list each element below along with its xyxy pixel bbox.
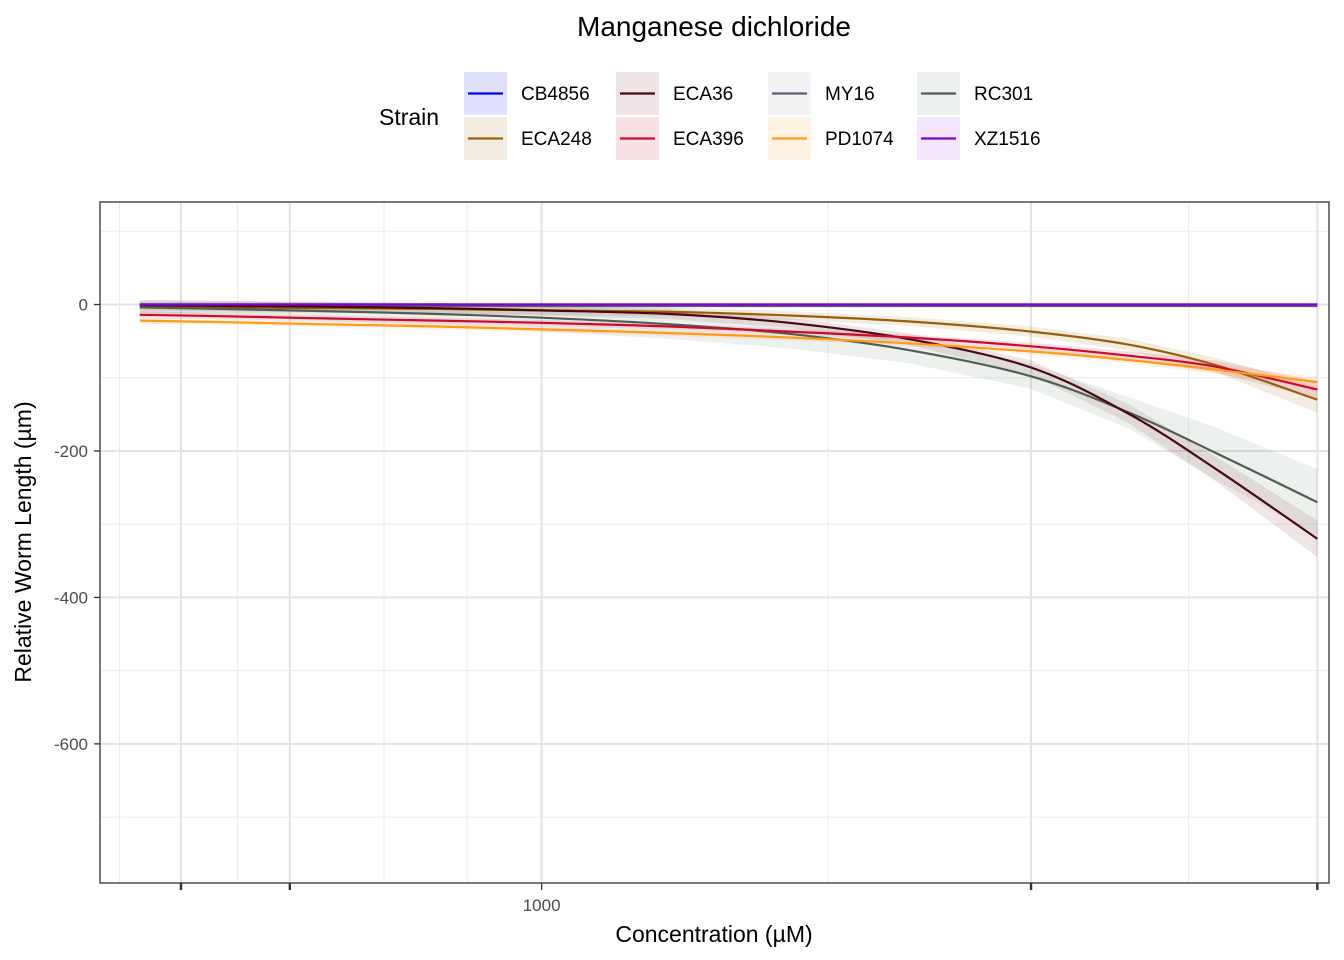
legend-item-pd1074: PD1074 <box>768 117 894 160</box>
legend-label: MY16 <box>825 84 875 105</box>
legend-label: RC301 <box>974 84 1033 105</box>
y-axis-title: Relative Worm Length (µm) <box>10 401 36 682</box>
legend-item-eca36: ECA36 <box>616 72 733 115</box>
x-axis: 1000 <box>179 883 1319 915</box>
legend-label: PD1074 <box>825 129 894 150</box>
series-line-eca36 <box>139 304 1318 540</box>
legend-item-eca396: ECA396 <box>616 117 744 160</box>
legend: Strain CB4856 ECA248 ECA36 ECA396 MY16 PD1074… <box>379 72 1041 160</box>
y-tick-label: -200 <box>54 442 88 461</box>
y-tick-label: -400 <box>54 588 88 607</box>
x-tick-label: 1000 <box>523 896 561 915</box>
legend-label: XZ1516 <box>974 129 1041 150</box>
y-tick-label: 0 <box>79 296 88 315</box>
legend-item-my16: MY16 <box>768 72 875 115</box>
series-lines <box>139 303 1318 540</box>
y-tick-label: -600 <box>54 735 88 754</box>
legend-label: CB4856 <box>521 84 590 105</box>
plot-border <box>99 201 1330 884</box>
legend-label: ECA36 <box>673 84 733 105</box>
legend-item-rc301: RC301 <box>917 72 1033 115</box>
legend-item-eca248: ECA248 <box>464 117 592 160</box>
band-eca248 <box>139 301 1318 413</box>
chart-title: Manganese dichloride <box>577 11 851 42</box>
legend-label: ECA396 <box>673 129 744 150</box>
legend-item-cb4856: CB4856 <box>464 72 590 115</box>
legend-label: ECA248 <box>521 129 592 150</box>
y-axis: 0 -200 -400 -600 <box>54 296 100 754</box>
legend-title: Strain <box>379 104 439 130</box>
series-line-eca396 <box>139 313 1318 391</box>
series-line-eca248 <box>139 306 1318 401</box>
series-line-pd1074 <box>139 319 1318 384</box>
band-pd1074 <box>139 317 1318 388</box>
plot-area <box>99 201 1330 884</box>
x-axis-title: Concentration (µM) <box>615 921 812 947</box>
legend-item-xz1516: XZ1516 <box>917 117 1041 160</box>
